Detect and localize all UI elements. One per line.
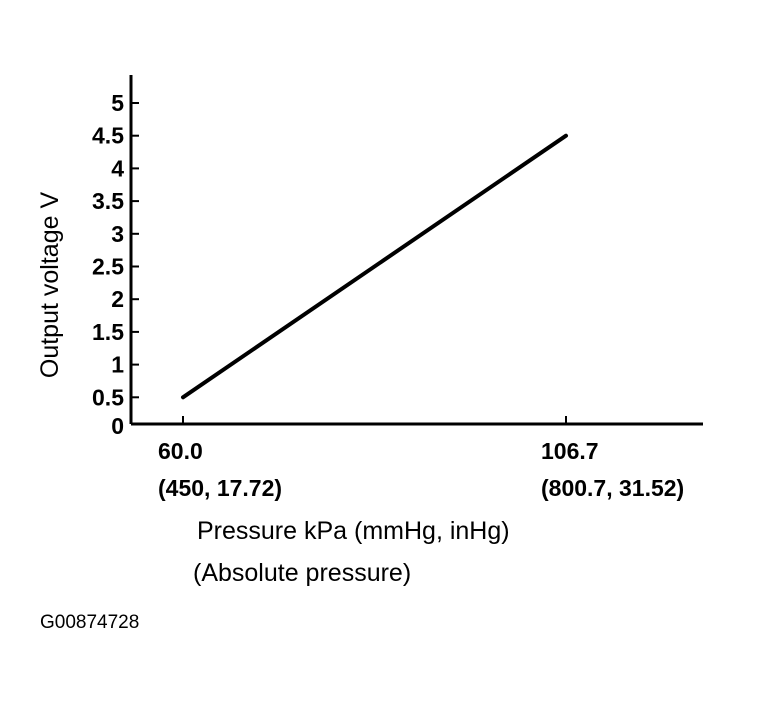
- series: [181, 133, 568, 400]
- x-tick-label: 60.0: [158, 438, 203, 464]
- figure-id: G00874728: [40, 612, 140, 633]
- x-axis-label-sub: (Absolute pressure): [193, 559, 411, 587]
- y-tick-label: 3: [111, 221, 124, 247]
- y-tick-label: 2.5: [92, 254, 124, 280]
- y-tick-label: 0: [111, 413, 124, 439]
- y-tick-label: 0.5: [92, 384, 124, 410]
- y-axis-label: Output voltage V: [36, 192, 64, 379]
- y-tick-label: 4: [111, 155, 124, 181]
- axes: [129, 75, 703, 426]
- ticks: 0 0.5 1 1.5 2 2.5 3 3.5 4 4.5 5 60.0 (450, 17.72) 106…: [92, 90, 684, 501]
- x-tick-sublabel: (450, 17.72): [158, 475, 282, 501]
- y-tick-label: 1: [111, 352, 124, 378]
- x-axis-label: Pressure kPa (mmHg, inHg): [197, 517, 510, 545]
- y-tick-label: 4.5: [92, 123, 124, 149]
- y-tick-label: 1.5: [92, 319, 124, 345]
- y-tick-label: 5: [111, 90, 124, 116]
- series-line: [181, 133, 568, 400]
- y-tick-label: 2: [111, 286, 124, 312]
- x-tick-label: 106.7: [541, 438, 599, 464]
- x-tick-sublabel: (800.7, 31.52): [541, 475, 684, 501]
- y-tick-label: 3.5: [92, 188, 124, 214]
